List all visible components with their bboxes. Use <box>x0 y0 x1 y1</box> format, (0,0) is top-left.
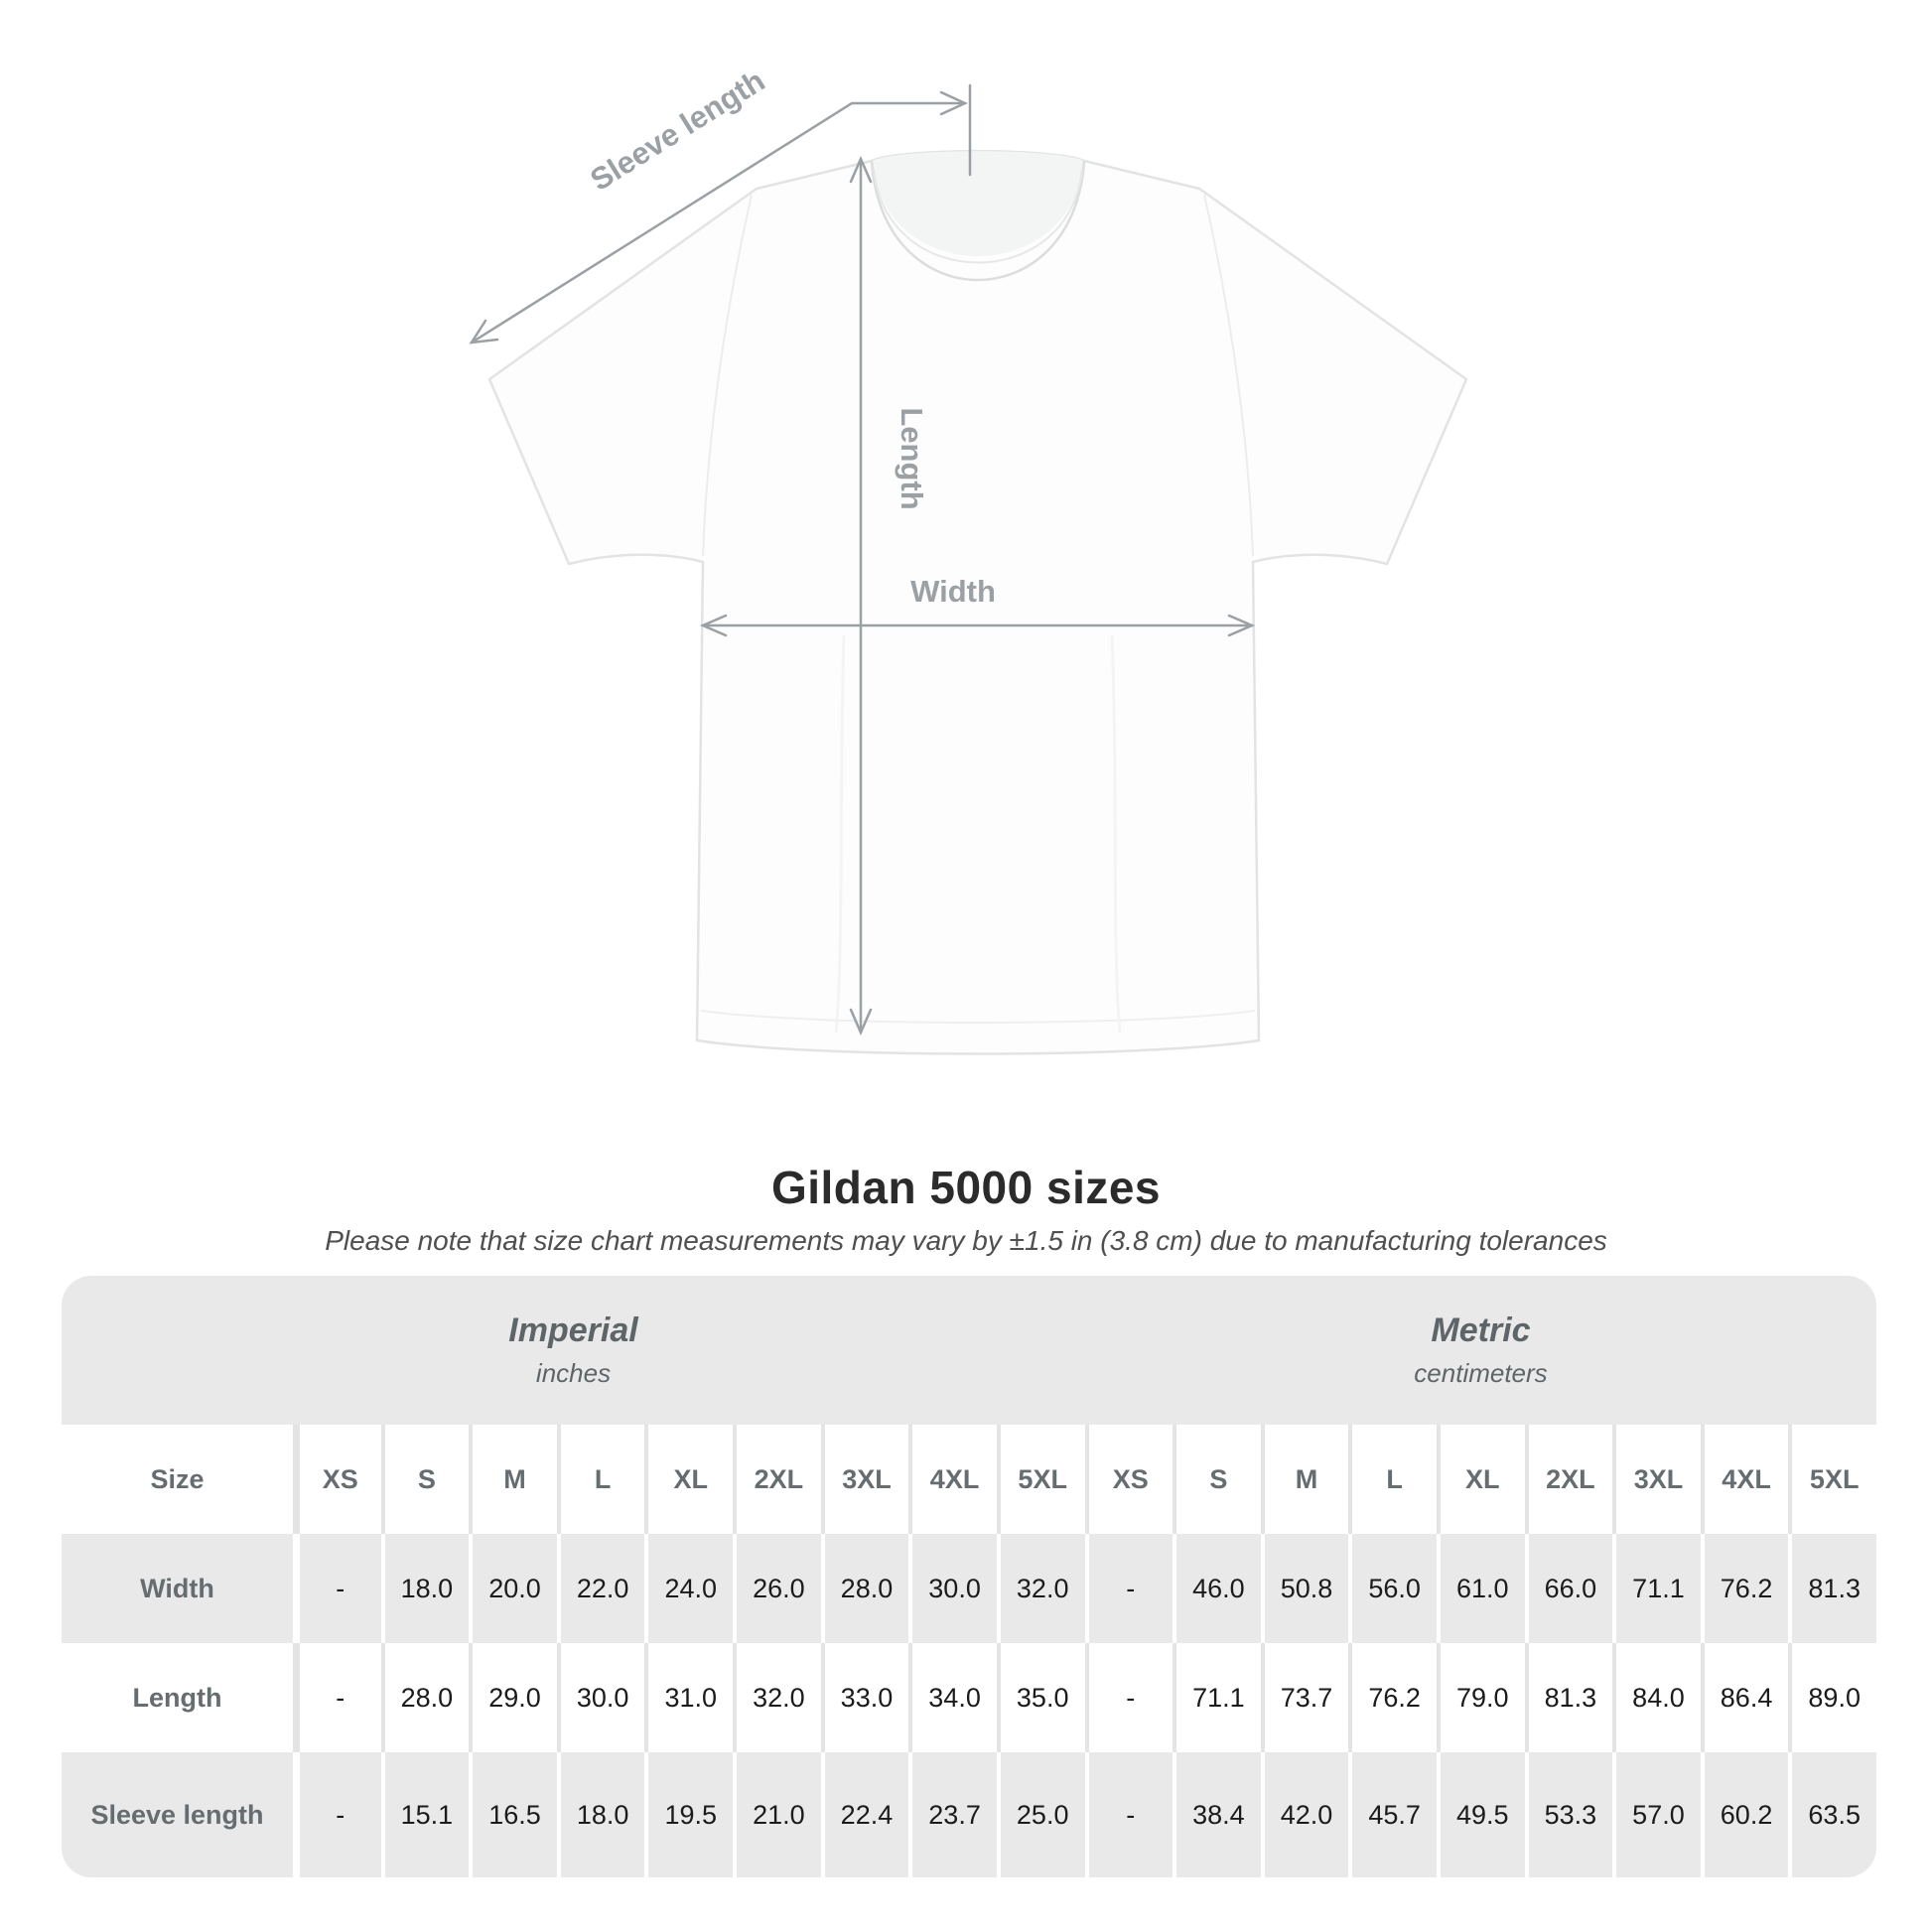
table-cell: 76.2 <box>1348 1643 1437 1752</box>
table-cell: 79.0 <box>1436 1643 1525 1752</box>
table-cell: 32.0 <box>996 1534 1085 1643</box>
table-cell: 22.0 <box>556 1534 645 1643</box>
width-label: Width <box>910 574 996 609</box>
table-cell: - <box>1084 1534 1173 1643</box>
table-cell: 21.0 <box>733 1752 821 1877</box>
table-cell: 49.5 <box>1436 1752 1525 1877</box>
imperial-unit: inches <box>535 1358 612 1388</box>
imperial-section-header: Imperial inches <box>62 1276 1085 1425</box>
table-cell: - <box>293 1752 381 1877</box>
table-cell: 66.0 <box>1524 1534 1613 1643</box>
metric-section-header: Metric centimeters <box>1085 1276 1876 1425</box>
size-header-imperial-5xl: 5XL <box>996 1425 1085 1534</box>
size-header-imperial-xl: XL <box>644 1425 734 1534</box>
table-cell: 50.8 <box>1260 1534 1349 1643</box>
width-arrow <box>699 614 1256 637</box>
table-cell: 31.0 <box>644 1643 734 1752</box>
measurement-annotations <box>469 83 1256 1036</box>
table-cell: 71.1 <box>1612 1534 1701 1643</box>
table-cell: 33.0 <box>820 1643 909 1752</box>
table-cell: 22.4 <box>820 1752 909 1877</box>
length-arrow <box>849 155 873 1036</box>
table-cell: 20.0 <box>469 1534 557 1643</box>
row-label: Sleeve length <box>62 1752 293 1877</box>
table-cell: 56.0 <box>1348 1534 1437 1643</box>
table-cell: 28.0 <box>380 1643 470 1752</box>
tolerance-note: Please note that size chart measurements… <box>325 1225 1607 1256</box>
table-cell: 53.3 <box>1524 1752 1613 1877</box>
row-label: Width <box>62 1534 293 1643</box>
table-cell: 60.2 <box>1700 1752 1789 1877</box>
table-cell: 81.3 <box>1524 1643 1613 1752</box>
table-cell: 57.0 <box>1612 1752 1701 1877</box>
size-header-imperial-4xl: 4XL <box>908 1425 997 1534</box>
table-cell: 35.0 <box>996 1643 1085 1752</box>
size-header-metric-5xl: 5XL <box>1788 1425 1876 1534</box>
table-cell: 34.0 <box>908 1643 997 1752</box>
table-cell: 73.7 <box>1260 1643 1349 1752</box>
table-cell: - <box>293 1534 381 1643</box>
table-cell: 38.4 <box>1173 1752 1261 1877</box>
table-cell: 89.0 <box>1788 1643 1876 1752</box>
table-cell: 86.4 <box>1700 1643 1789 1752</box>
imperial-title: Imperial <box>508 1311 638 1349</box>
size-header-imperial-m: M <box>469 1425 557 1534</box>
size-header-metric-4xl: 4XL <box>1700 1425 1789 1534</box>
table-cell: 71.1 <box>1173 1643 1261 1752</box>
table-cell: 81.3 <box>1788 1534 1876 1643</box>
table-cell: 24.0 <box>644 1534 734 1643</box>
size-grid: Size XS S M L XL 2XL 3XL 4XL 5XL XS S M L XL 2XL 3XL 4XL 5… <box>62 1425 1876 1877</box>
size-header-metric-3xl: 3XL <box>1612 1425 1701 1534</box>
table-cell: 42.0 <box>1260 1752 1349 1877</box>
size-header-metric-xs: XS <box>1084 1425 1173 1534</box>
metric-title: Metric <box>1431 1311 1531 1349</box>
table-cell: 76.2 <box>1700 1534 1789 1643</box>
size-table: Imperial inches Metric centimeters Size X… <box>62 1276 1876 1877</box>
length-label: Length <box>895 407 929 509</box>
table-cell: 19.5 <box>644 1752 734 1877</box>
table-cell: - <box>293 1643 381 1752</box>
size-header-metric-l: L <box>1348 1425 1437 1534</box>
table-cell: 18.0 <box>556 1752 645 1877</box>
size-header-imperial-l: L <box>556 1425 645 1534</box>
table-cell: 46.0 <box>1173 1534 1261 1643</box>
size-header-imperial-xs: XS <box>293 1425 381 1534</box>
size-column-header: Size <box>62 1425 293 1534</box>
table-cell: 45.7 <box>1348 1752 1437 1877</box>
size-header-imperial-3xl: 3XL <box>820 1425 909 1534</box>
table-cell: 63.5 <box>1788 1752 1876 1877</box>
size-header-metric-m: M <box>1260 1425 1349 1534</box>
table-cell: 23.7 <box>908 1752 997 1877</box>
table-cell: 25.0 <box>996 1752 1085 1877</box>
row-label: Length <box>62 1643 293 1752</box>
size-header-imperial-2xl: 2XL <box>733 1425 821 1534</box>
page-title: Gildan 5000 sizes <box>770 1161 1162 1213</box>
table-cell: 29.0 <box>469 1643 557 1752</box>
size-header-metric-2xl: 2XL <box>1524 1425 1613 1534</box>
unit-section-band: Imperial inches Metric centimeters <box>62 1276 1876 1425</box>
tshirt-measurement-diagram: Sleeve length Length Width <box>469 63 1468 1055</box>
size-header-metric-s: S <box>1173 1425 1261 1534</box>
table-cell: 30.0 <box>556 1643 645 1752</box>
sleeve-length-arrow <box>469 83 972 345</box>
table-cell: 18.0 <box>380 1534 470 1643</box>
size-header-metric-xl: XL <box>1436 1425 1525 1534</box>
tshirt-illustration <box>487 150 1468 1055</box>
size-header-imperial-s: S <box>380 1425 470 1534</box>
table-cell: 30.0 <box>908 1534 997 1643</box>
table-cell: 84.0 <box>1612 1643 1701 1752</box>
table-cell: - <box>1084 1643 1173 1752</box>
table-cell: 32.0 <box>733 1643 821 1752</box>
metric-unit: centimeters <box>1414 1358 1548 1388</box>
sleeve-length-label: Sleeve length <box>584 63 770 198</box>
table-cell: 26.0 <box>733 1534 821 1643</box>
table-cell: - <box>1084 1752 1173 1877</box>
table-cell: 28.0 <box>820 1534 909 1643</box>
table-cell: 15.1 <box>380 1752 470 1877</box>
table-cell: 61.0 <box>1436 1534 1525 1643</box>
table-cell: 16.5 <box>469 1752 557 1877</box>
